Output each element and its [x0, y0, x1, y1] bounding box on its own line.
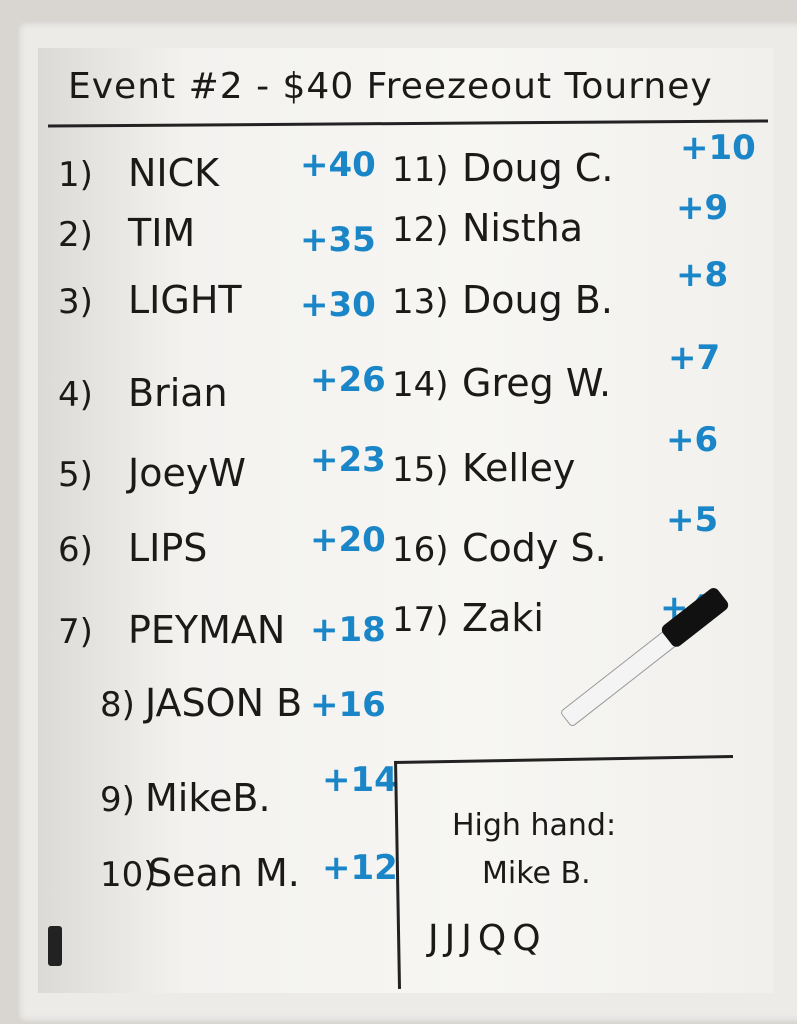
rank-number: 16): [392, 530, 449, 570]
high-hand-cards: JJJQQ: [428, 918, 547, 959]
player-points: +8: [676, 255, 729, 295]
board-title: Event #2 - $40 Freezeout Tourney: [68, 66, 713, 107]
player-points: +14: [322, 760, 398, 800]
player-name: Brian: [128, 371, 228, 415]
player-points: +5: [666, 500, 719, 540]
player-name: LIGHT: [128, 278, 242, 322]
player-points: +23: [310, 440, 386, 480]
player-name: MikeB.: [145, 776, 271, 820]
rank-number: 15): [392, 450, 449, 490]
rank-number: 12): [392, 210, 449, 250]
rank-number: 8): [100, 685, 135, 725]
player-points: +10: [680, 128, 756, 168]
rank-number: 14): [392, 365, 449, 405]
rank-number: 11): [392, 150, 449, 190]
player-points: +9: [676, 188, 729, 228]
player-points: +6: [666, 420, 719, 460]
rank-number: 5): [58, 455, 93, 495]
player-points: +12: [322, 848, 398, 888]
rank-number: 1): [58, 155, 93, 195]
eraser-magnet: [48, 926, 62, 966]
rank-number: 6): [58, 530, 93, 570]
player-points: +20: [310, 520, 386, 560]
player-points: +35: [300, 220, 376, 260]
player-name: NICK: [128, 151, 220, 195]
player-name: JASON B: [145, 681, 303, 725]
player-points: +26: [310, 360, 386, 400]
rank-number: 13): [392, 282, 449, 322]
player-points: +7: [668, 338, 721, 378]
player-name: LIPS: [128, 526, 208, 570]
high-hand-label: High hand:: [452, 808, 617, 843]
rank-number: 17): [392, 600, 449, 640]
rank-number: 7): [58, 612, 93, 652]
player-name: Doug C.: [462, 146, 614, 190]
player-points: +18: [310, 610, 386, 650]
player-name: JoeyW: [128, 451, 246, 495]
rank-number: 2): [58, 215, 93, 255]
rank-number: 3): [58, 282, 93, 322]
player-name: Kelley: [462, 446, 576, 490]
player-name: PEYMAN: [128, 608, 286, 652]
player-points: +30: [300, 285, 376, 325]
player-name: Nistha: [462, 206, 584, 250]
high-hand-player: Mike B.: [482, 856, 591, 891]
player-points: +16: [310, 685, 386, 725]
rank-number: 4): [58, 375, 93, 415]
player-name: Doug B.: [462, 278, 613, 322]
player-name: TIM: [128, 211, 196, 255]
whiteboard: [38, 48, 773, 993]
player-name: Zaki: [462, 596, 544, 640]
player-name: Sean M.: [148, 851, 300, 895]
player-name: Cody S.: [462, 526, 607, 570]
player-points: +40: [300, 145, 376, 185]
rank-number: 9): [100, 780, 135, 820]
player-name: Greg W.: [462, 361, 612, 405]
rank-number: 10): [100, 855, 157, 895]
